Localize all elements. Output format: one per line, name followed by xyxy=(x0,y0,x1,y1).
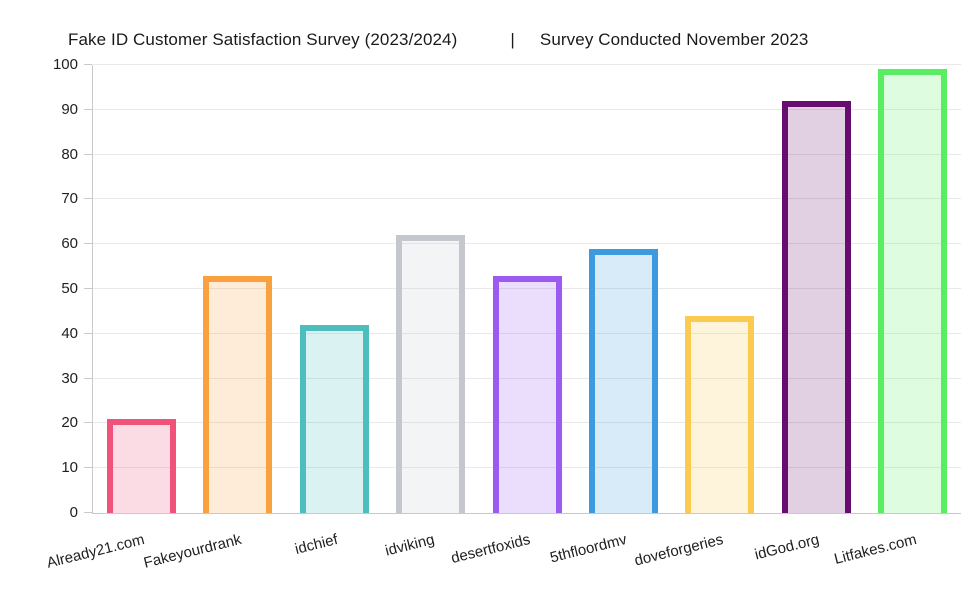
gridline-30 xyxy=(93,377,961,379)
chart-title-sub: Survey Conducted November 2023 xyxy=(539,30,809,49)
gridline-80 xyxy=(93,153,961,155)
x-axis-label-doveforgeries: doveforgeries xyxy=(632,531,726,570)
bar-doveforgeries xyxy=(685,315,755,513)
bar-idviking xyxy=(396,235,466,513)
y-tick-mark-50 xyxy=(84,288,92,289)
y-tick-mark-10 xyxy=(84,467,92,469)
gridline-50 xyxy=(93,288,961,289)
chart-title-separator: | xyxy=(510,30,515,49)
y-tick-label-0: 0 xyxy=(69,504,78,521)
y-tick-mark-60 xyxy=(84,243,92,245)
y-tick-label-40: 40 xyxy=(61,324,78,342)
bar-already21-com xyxy=(106,418,176,513)
y-tick-mark-70 xyxy=(84,198,92,200)
x-axis-label-5thfloordmv: 5thfloordmv xyxy=(548,531,629,567)
y-tick-label-20: 20 xyxy=(61,414,78,432)
y-tick-mark-100 xyxy=(84,64,92,65)
gridline-10 xyxy=(93,467,961,469)
y-tick-label-30: 30 xyxy=(61,369,78,387)
gridline-70 xyxy=(93,198,961,200)
y-tick-label-100: 100 xyxy=(52,56,78,73)
x-axis-label-idviking: idviking xyxy=(383,531,436,560)
bar-litfakes-com xyxy=(878,69,948,513)
plot-area xyxy=(92,64,961,514)
bar-idgod-org xyxy=(781,100,851,513)
y-tick-mark-20 xyxy=(84,422,92,424)
y-tick-mark-90 xyxy=(84,108,92,110)
x-axis-label-fakeyourdrank: Fakeyourdrank xyxy=(141,531,243,572)
gridline-60 xyxy=(93,243,961,245)
y-tick-label-60: 60 xyxy=(61,235,78,253)
y-tick-mark-40 xyxy=(84,332,92,334)
y-tick-label-10: 10 xyxy=(61,459,78,477)
bar-fakeyourdrank xyxy=(203,275,273,513)
y-tick-label-80: 80 xyxy=(61,145,78,163)
gridline-40 xyxy=(93,332,961,334)
x-axis-label-already21-com: Already21.com xyxy=(45,531,147,572)
y-tick-mark-30 xyxy=(84,377,92,379)
x-axis-label-desertfoxids: desertfoxids xyxy=(449,531,533,568)
x-axis-label-idgod-org: idGod.org xyxy=(753,531,822,564)
y-tick-mark-80 xyxy=(84,153,92,155)
y-tick-mark-0 xyxy=(84,512,92,513)
y-tick-label-90: 90 xyxy=(61,100,78,118)
x-axis-label-litfakes-com: Litfakes.com xyxy=(832,531,918,568)
gridline-20 xyxy=(93,422,961,424)
y-tick-label-50: 50 xyxy=(61,280,78,297)
chart-title: Fake ID Customer Satisfaction Survey (20… xyxy=(68,30,808,50)
bar-5thfloordmv xyxy=(588,248,658,513)
gridline-100 xyxy=(93,64,961,65)
gridline-90 xyxy=(93,108,961,110)
y-tick-label-70: 70 xyxy=(61,190,78,208)
bar-desertfoxids xyxy=(492,275,562,513)
bar-idchief xyxy=(299,324,369,513)
x-axis-label-idchief: idchief xyxy=(293,531,340,558)
chart-title-main: Fake ID Customer Satisfaction Survey (20… xyxy=(68,30,458,49)
